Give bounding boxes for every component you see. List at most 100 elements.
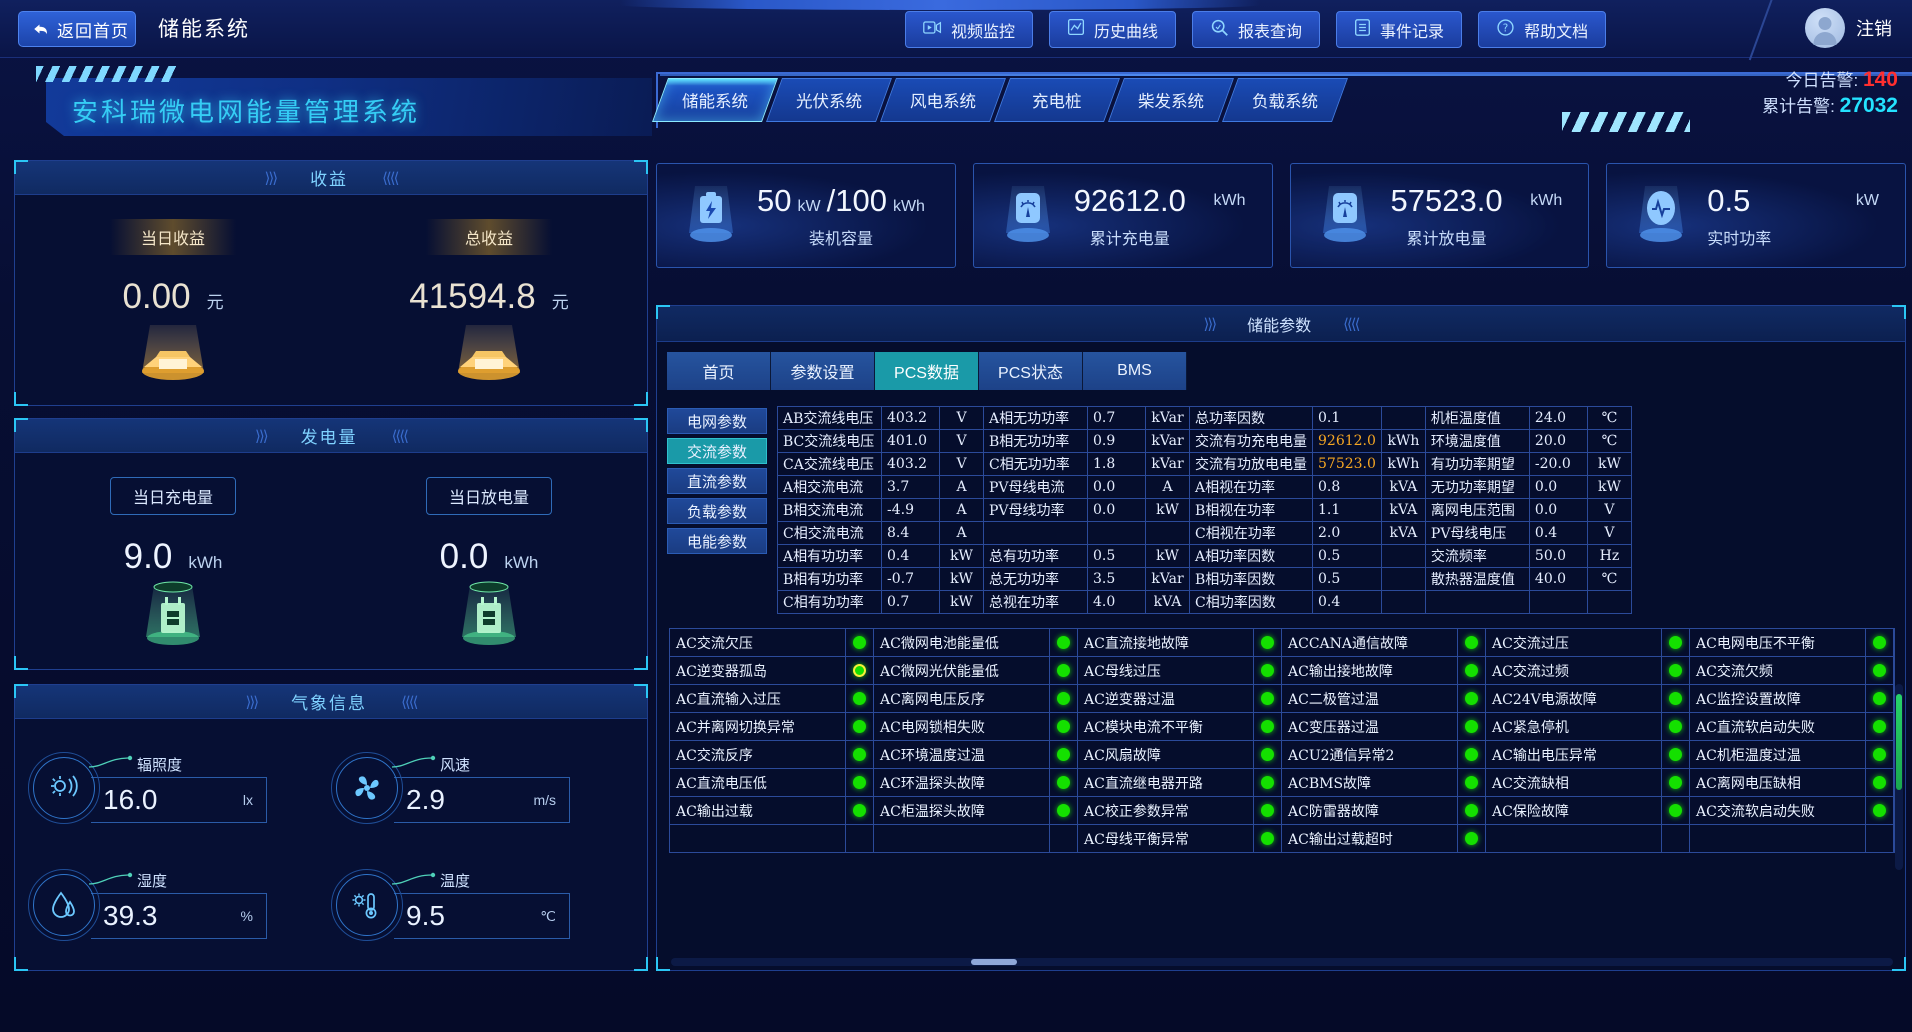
param-label: C相视在功率 (1189, 521, 1313, 545)
today-discharge-unit: kWh (504, 553, 539, 572)
alarm-item-label: AC交流软启动失败 (1690, 797, 1866, 825)
status-badge (1669, 636, 1682, 649)
leader-line (392, 872, 436, 885)
total-alarm-value: 27032 (1839, 94, 1898, 117)
param-unit: kVA (1380, 475, 1426, 499)
param-label: 有功功率期望 (1424, 452, 1530, 476)
params-subtab-3[interactable]: PCS状态 (979, 352, 1083, 390)
status-badge (1669, 664, 1682, 677)
params-subtab-0[interactable]: 首页 (667, 352, 771, 390)
params-subtab-2[interactable]: PCS数据 (875, 352, 979, 390)
param-value: -0.7 (881, 567, 940, 591)
alarm-status-led (846, 685, 874, 713)
alarm-status-led (846, 769, 874, 797)
table-row: AB交流线电压 403.2 V A相无功功率 0.7 kVar 总功率因数 0.1 机柜温度值 2… (777, 406, 1632, 430)
status-badge (1261, 692, 1274, 705)
storage-params-title: 储能参数 (1247, 317, 1312, 335)
status-badge (1465, 692, 1478, 705)
system-tab-1[interactable]: 光伏系统 (765, 78, 893, 122)
horizontal-scrollbar-thumb[interactable] (971, 959, 1017, 965)
param-value: 57523.0 (1312, 452, 1382, 476)
system-tabs-frame (656, 72, 1912, 128)
back-to-home-button[interactable]: 返回首页 (18, 11, 136, 47)
alarm-status-led (1662, 629, 1690, 657)
search-icon (1210, 18, 1229, 42)
header-action-buttons: 视频监控 历史曲线 报表查询 事件记录 (905, 11, 1607, 48)
vertical-scrollbar-thumb[interactable] (1896, 694, 1902, 790)
param-unit (1380, 406, 1426, 430)
params-subtab-4[interactable]: BMS (1083, 352, 1187, 390)
table-row: A相有功功率 0.4 kW 总有功功率 0.5 kW A相功率因数 0.5 交流频率 50.0 Hz (777, 544, 1632, 568)
param-label: CA交流线电压 (777, 452, 882, 476)
report-query-label: 报表查询 (1238, 23, 1303, 41)
user-logout-area[interactable]: 注销 (1805, 8, 1892, 48)
alarm-item-label: AC微网光伏能量低 (874, 657, 1050, 685)
params-nav-2[interactable]: 直流参数 (667, 468, 767, 494)
system-tab-2[interactable]: 风电系统 (879, 78, 1007, 122)
weather-item-value: 2.9 (406, 783, 445, 815)
report-query-button[interactable]: 报表查询 (1192, 11, 1321, 48)
horizontal-scrollbar[interactable] (671, 958, 1893, 966)
status-badge (853, 664, 866, 677)
income-panel: ⟩⟩⟩ 收益 ⟨⟨⟨⟨ 当日收益 0.00 元 (14, 160, 648, 406)
param-value: 0.5 (1312, 567, 1382, 591)
alarm-item-label: AC模块电流不平衡 (1078, 713, 1254, 741)
status-badge (1873, 720, 1886, 733)
storage-params-header: ⟩⟩⟩ 储能参数 ⟨⟨⟨⟨ (657, 306, 1905, 342)
pcs-parameter-table: AB交流线电压 403.2 V A相无功功率 0.7 kVar 总功率因数 0.1 机柜温度值 2… (777, 406, 1632, 614)
alarm-status-led (1458, 685, 1486, 713)
today-discharge-label: 当日放电量 (426, 477, 552, 515)
params-nav-0[interactable]: 电网参数 (667, 408, 767, 434)
banner-stripes-decoration (36, 66, 176, 82)
param-value: 0.9 (1087, 429, 1146, 453)
help-doc-button[interactable]: ? 帮助文档 (1478, 11, 1607, 48)
kpi-topline: 92612.0 (1074, 183, 1186, 219)
system-tab-4[interactable]: 柴发系统 (1107, 78, 1235, 122)
param-unit: Hz (1586, 544, 1632, 568)
history-curve-button[interactable]: 历史曲线 (1049, 11, 1177, 48)
params-nav-4[interactable]: 电能参数 (667, 528, 767, 554)
param-value: 0.7 (1087, 406, 1146, 430)
alarm-item-label: AC并离网切换异常 (670, 713, 846, 741)
params-nav-3[interactable]: 负载参数 (667, 498, 767, 524)
kpi-value: 0.5 (1707, 182, 1751, 218)
alarm-status-led (1866, 741, 1894, 769)
today-alarm-value: 140 (1862, 68, 1898, 91)
alarm-status-led (1050, 797, 1078, 825)
param-label: A相无功功率 (983, 406, 1088, 430)
weather-panel-title: 气象信息 (291, 694, 368, 713)
alarm-status-led (846, 657, 874, 685)
alarm-status-grid: AC交流欠压 AC微网电池能量低 AC直流接地故障 ACCANA通信故障 AC交流过压 A… (669, 628, 1895, 853)
alarm-item-label: AC环境温度过温 (874, 741, 1050, 769)
status-badge (853, 692, 866, 705)
alarm-status-led (846, 713, 874, 741)
param-unit: kVar (1145, 567, 1190, 591)
alarm-item-label: AC直流输入过压 (670, 685, 846, 713)
vertical-scrollbar[interactable] (1895, 684, 1903, 870)
param-label: PV母线功率 (983, 498, 1088, 522)
params-subtab-1[interactable]: 参数设置 (771, 352, 875, 390)
status-badge (1261, 832, 1274, 845)
kpi-card-2: 57523.0 累计放电量 kWh (1289, 163, 1590, 268)
event-log-button[interactable]: 事件记录 (1336, 11, 1463, 48)
param-value: 0.4 (1528, 521, 1588, 545)
system-tab-5[interactable]: 负载系统 (1221, 78, 1349, 122)
param-label: A相功率因数 (1189, 544, 1313, 568)
gold-bar-icon (130, 321, 216, 388)
alarm-item-label: AC直流继电器开路 (1078, 769, 1254, 797)
params-nav-1[interactable]: 交流参数 (667, 438, 767, 464)
param-value: 403.2 (881, 406, 940, 430)
video-monitor-button[interactable]: 视频监控 (905, 11, 1034, 48)
top-bar: 返回首页 储能系统 视频监控 历史曲线 报表查询 (0, 0, 1912, 61)
system-tab-3[interactable]: 充电桩 (993, 78, 1121, 122)
system-tab-0[interactable]: 储能系统 (651, 78, 779, 122)
alarm-item-label: AC防雷器故障 (1282, 797, 1458, 825)
param-label: A相有功功率 (777, 544, 882, 568)
param-label: A相交流电流 (777, 475, 882, 499)
alarm-status-led (846, 825, 874, 853)
status-badge (1669, 692, 1682, 705)
system-tab-label: 风电系统 (910, 93, 976, 111)
param-value: 24.0 (1528, 406, 1588, 430)
param-label (1424, 590, 1530, 614)
